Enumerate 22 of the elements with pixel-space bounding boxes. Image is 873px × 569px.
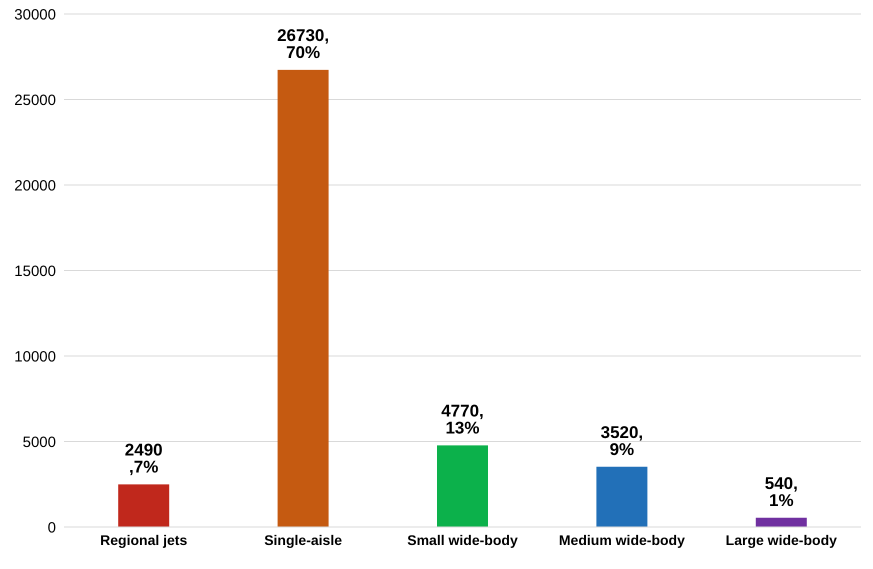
x-tick-label: Regional jets — [100, 532, 188, 548]
y-tick-label: 0 — [48, 519, 56, 536]
x-tick-label: Medium wide-body — [558, 532, 686, 548]
y-tick-label: 20000 — [14, 177, 56, 194]
bar — [118, 484, 170, 527]
data-label: 2490 ,7% — [124, 440, 163, 476]
y-tick-label: 10000 — [14, 348, 56, 366]
data-label: 26730, 70% — [277, 26, 330, 62]
bar — [596, 466, 648, 527]
y-tick-label: 25000 — [14, 92, 56, 109]
x-tick-label: Small wide-body — [407, 532, 518, 548]
data-label: 3520, 9% — [600, 422, 644, 459]
y-tick-label: 5000 — [22, 434, 56, 451]
data-label: 540, 1% — [764, 474, 798, 510]
bar — [756, 518, 807, 527]
y-tick-label: 30000 — [14, 6, 56, 24]
x-tick-label: Large wide-body — [726, 532, 838, 548]
bar — [436, 445, 488, 527]
x-tick-label: Single-aisle — [264, 532, 342, 548]
bar — [278, 70, 329, 527]
data-label: 4770, 13% — [441, 401, 484, 438]
y-tick-label: 15000 — [14, 262, 56, 280]
